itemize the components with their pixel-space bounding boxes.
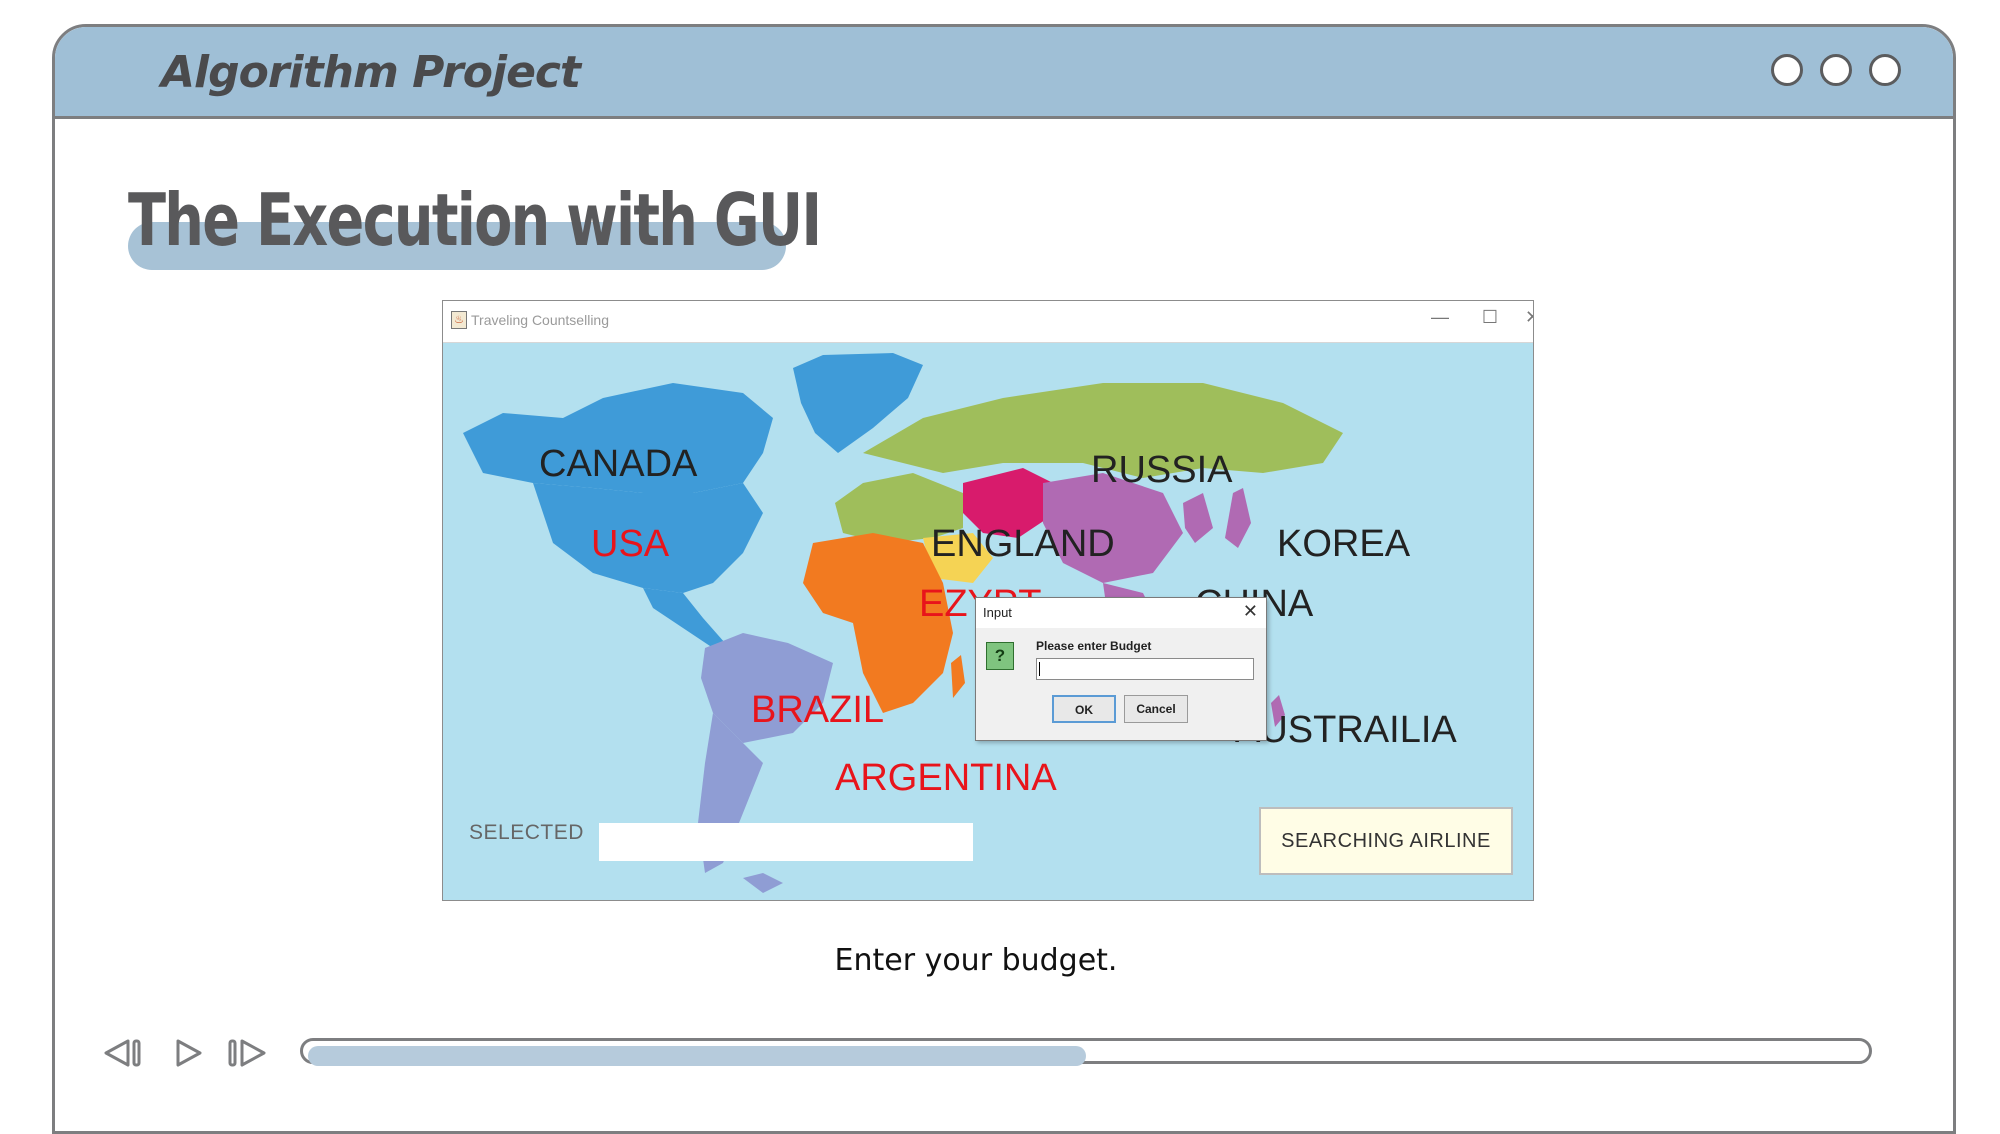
- middle-east-shape: [923, 533, 993, 583]
- slide-frame: Algorithm Project: [52, 24, 1956, 1134]
- country-label[interactable]: ENGLAND: [931, 523, 1115, 565]
- country-label[interactable]: BRAZIL: [751, 689, 885, 731]
- app-window: ♨ Traveling Countselling — ☐ ✕: [442, 300, 1534, 901]
- country-label[interactable]: CANADA: [539, 443, 698, 485]
- close-icon[interactable]: ✕: [1525, 307, 1533, 328]
- central-america-shape: [643, 588, 725, 648]
- japan-shape: [1225, 488, 1251, 548]
- central-asia-shape: [963, 468, 1053, 538]
- minimize-icon[interactable]: —: [1431, 307, 1449, 327]
- china-shape[interactable]: [1043, 473, 1183, 583]
- cancel-button[interactable]: Cancel: [1124, 695, 1188, 723]
- dialog-prompt: Please enter Budget: [1036, 639, 1152, 653]
- heading-highlight: [128, 222, 786, 270]
- korea-shape[interactable]: [1183, 493, 1213, 543]
- page-title: The Execution with GUI: [128, 178, 822, 262]
- country-label[interactable]: RUSSIA: [1091, 449, 1233, 491]
- java-icon: ♨: [451, 311, 467, 329]
- madagascar-shape: [951, 655, 965, 698]
- country-label[interactable]: USA: [591, 523, 670, 565]
- window-dot-icon[interactable]: [1820, 54, 1852, 86]
- input-dialog: Input ✕ ? Please enter Budget OK Cancel: [975, 597, 1267, 741]
- header-bar: Algorithm Project: [55, 27, 1953, 119]
- app-window-titlebar: ♨ Traveling Countselling — ☐ ✕: [443, 301, 1533, 343]
- fast-forward-icon[interactable]: [226, 1038, 270, 1068]
- text-caret: [1039, 662, 1040, 676]
- brazil-shape[interactable]: [701, 633, 833, 743]
- ok-button[interactable]: OK: [1052, 695, 1116, 723]
- country-label[interactable]: KOREA: [1277, 523, 1411, 565]
- question-icon: ?: [986, 642, 1014, 670]
- russia-shape[interactable]: [863, 383, 1343, 478]
- dialog-titlebar: Input ✕: [976, 598, 1266, 628]
- progress-fill: [308, 1046, 1086, 1066]
- england-shape[interactable]: [835, 473, 963, 543]
- slide-caption: Enter your budget.: [834, 943, 1118, 978]
- app-title: Algorithm Project: [161, 47, 581, 98]
- rewind-icon[interactable]: [102, 1038, 146, 1068]
- dialog-title: Input: [983, 605, 1012, 620]
- south-tip-shape: [743, 873, 783, 893]
- search-airline-button[interactable]: SEARCHING AIRLINE: [1259, 807, 1513, 875]
- selected-field[interactable]: [599, 823, 973, 861]
- budget-input[interactable]: [1036, 658, 1254, 680]
- heading-block: The Execution with GUI: [128, 178, 933, 270]
- close-icon[interactable]: ✕: [1242, 601, 1258, 621]
- maximize-icon[interactable]: ☐: [1481, 307, 1499, 327]
- play-icon[interactable]: [174, 1038, 204, 1068]
- app-window-title: Traveling Countselling: [471, 312, 609, 328]
- usa-shape[interactable]: [533, 483, 763, 593]
- greenland-shape: [793, 353, 923, 453]
- window-dot-icon[interactable]: [1771, 54, 1803, 86]
- new-zealand-shape: [1271, 695, 1285, 727]
- canada-shape[interactable]: [463, 383, 773, 493]
- country-label[interactable]: AUSTRAILIA: [1235, 709, 1457, 751]
- window-dot-icon[interactable]: [1869, 54, 1901, 86]
- country-label[interactable]: ARGENTINA: [835, 757, 1057, 799]
- window-dots: [1771, 54, 1901, 86]
- africa-shape[interactable]: [803, 533, 953, 713]
- selected-label: SELECTED: [469, 821, 584, 844]
